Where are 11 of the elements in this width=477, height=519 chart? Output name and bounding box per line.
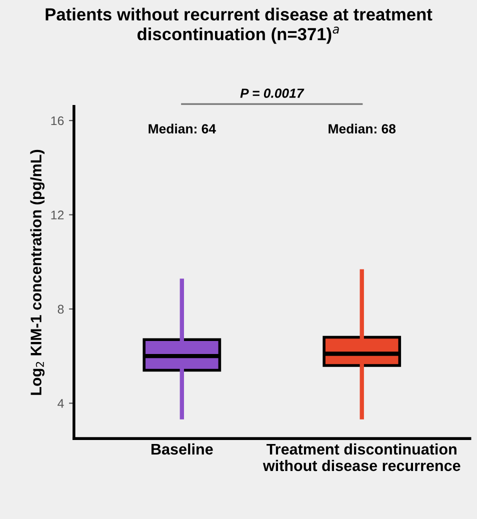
x-tick-label: Treatment discontinuation without disease recurrence (262, 443, 460, 472)
x-tick-label: Baseline (152, 443, 213, 455)
y-tick-label: 8 (58, 304, 64, 314)
y-tick-label: 4 (58, 399, 64, 408)
y-tick-label: 16 (51, 116, 64, 126)
text: P = 0.0017 (240, 88, 304, 98)
annotation: Median: 64 (148, 124, 216, 134)
annotation: Median: 68 (328, 124, 396, 134)
chart-title: Patients without recurrent disease at treatment discontinuation (n=371)$^{a}$ (46, 8, 432, 44)
y-tick-label: 12 (51, 210, 64, 220)
y-axis-title: Log$_{2}$ KIM-1 concentration (pg/mL) (30, 150, 45, 395)
